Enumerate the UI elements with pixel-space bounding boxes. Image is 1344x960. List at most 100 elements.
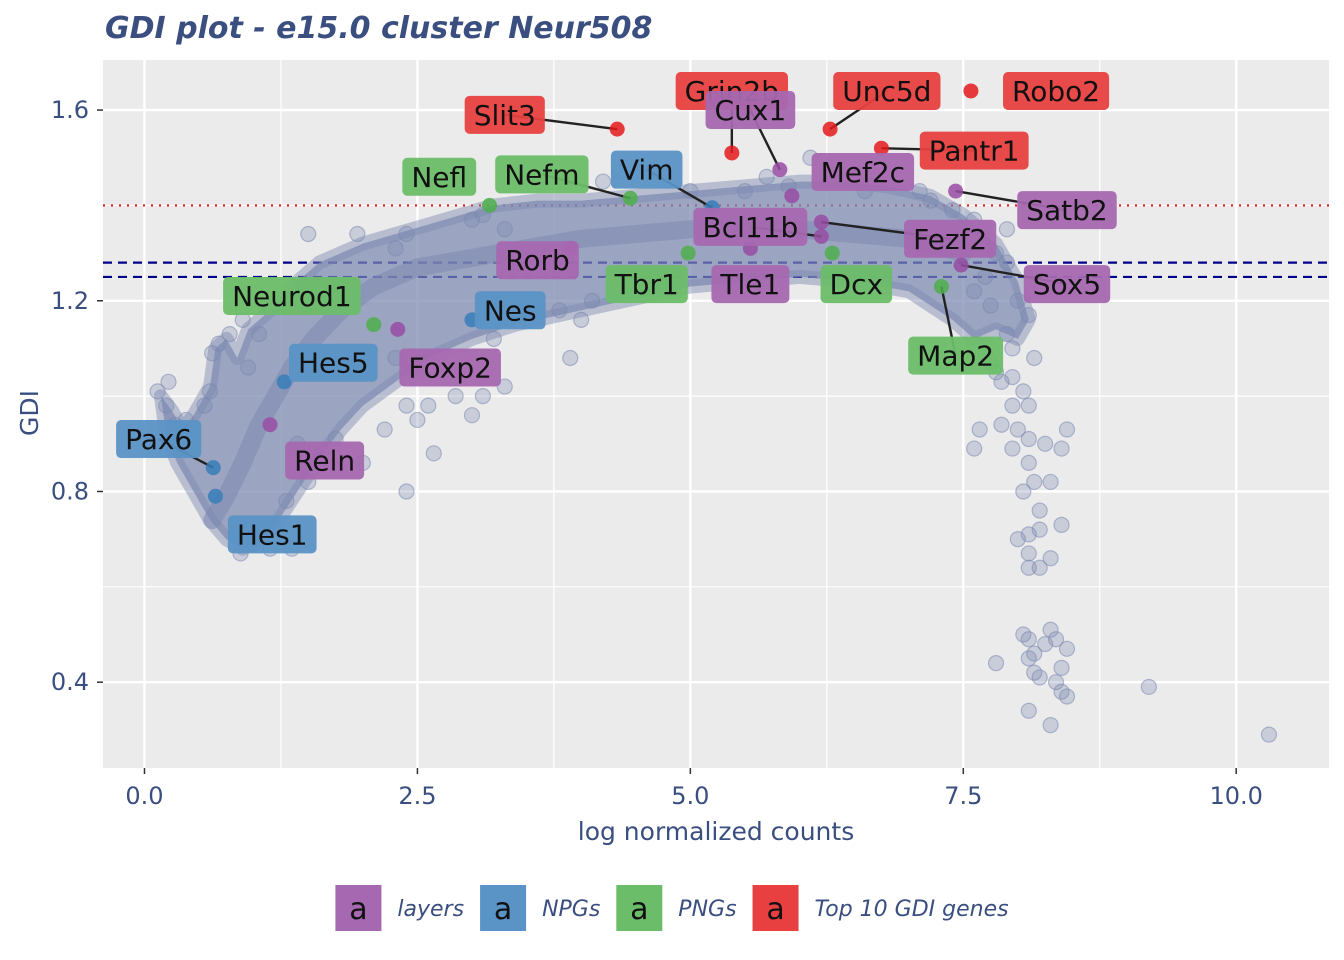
- gene-point: [1140, 678, 1157, 696]
- gene-label-hes1: Hes1: [227, 515, 317, 554]
- gene-point-fezf2: [813, 214, 829, 230]
- gene-label-vim: Vim: [610, 150, 683, 189]
- gene-point: [987, 655, 1005, 672]
- gene-point-satb2: [948, 183, 964, 199]
- legend-label: PNGs: [678, 897, 736, 922]
- gene-point: [583, 292, 601, 309]
- gene-point: [409, 411, 426, 429]
- gene-point: [474, 388, 492, 405]
- gene-point-sox5: [953, 257, 969, 273]
- gene-point: [398, 483, 415, 500]
- gene-point-unc5d: [822, 121, 838, 137]
- gene-point-pax6: [205, 460, 221, 476]
- gene-point: [1020, 454, 1037, 471]
- gene-point: [736, 183, 754, 200]
- gene-label-text: Satb2: [1026, 194, 1108, 227]
- gene-point: [998, 326, 1016, 343]
- gene-point: [966, 283, 983, 300]
- gene-label-fezf2: Fezf2: [904, 219, 997, 258]
- gene-label-box: [1003, 71, 1110, 110]
- legend-key-glyph: a: [766, 892, 784, 927]
- gene-point: [1020, 306, 1037, 324]
- gene-label-box: [711, 265, 790, 304]
- gene-label-box: [227, 515, 317, 554]
- gene-label-dcx: Dcx: [820, 265, 893, 304]
- gene-point: [1260, 726, 1278, 743]
- gene-point: [1020, 430, 1037, 448]
- legend-item-top-10-gdi-genes: a Top 10 GDI genes: [752, 885, 1009, 931]
- gene-point: [1047, 674, 1065, 691]
- gene-label-text: Mef2c: [821, 156, 905, 189]
- gene-point: [1026, 349, 1043, 367]
- gene-point: [911, 183, 928, 200]
- gene-point: [966, 440, 983, 457]
- gene-point: [944, 202, 961, 219]
- gene-point-nefm: [622, 190, 638, 206]
- gene-label-text: Sox5: [1033, 268, 1101, 301]
- gene-point: [1020, 650, 1037, 667]
- gene-label-text: Bcl11b: [702, 211, 798, 244]
- legend-label: NPGs: [542, 897, 600, 922]
- gene-label-box: [496, 241, 579, 280]
- gene-label-text: Reln: [294, 444, 355, 477]
- gene-label-box: [610, 150, 683, 189]
- gene-point: [398, 225, 415, 243]
- gene-label-box: [919, 131, 1029, 170]
- gene-label-box: [285, 441, 365, 480]
- gene-point: [982, 297, 999, 314]
- gene-label-text: Rorb: [505, 244, 570, 277]
- gene-point: [1058, 688, 1076, 705]
- y-tick-label: 1.2: [51, 287, 89, 315]
- gene-point: [387, 240, 404, 257]
- reference-lines: [103, 204, 1329, 279]
- gene-point-dcx: [824, 245, 840, 261]
- legend-label: Top 10 GDI genes: [815, 897, 1009, 922]
- legend-item-layers: a layers: [335, 885, 464, 931]
- gene-point-hes1: [207, 488, 223, 504]
- gene-label-box: [705, 91, 796, 130]
- gene-label-box: [904, 219, 997, 258]
- gene-point: [425, 445, 442, 462]
- gene-label-nefl: Nefl: [402, 157, 477, 196]
- gene-label-foxp2: Foxp2: [399, 348, 501, 387]
- gene-label-text: Unc5d: [842, 75, 931, 108]
- gene-label-text: Cux1: [715, 94, 787, 127]
- gene-point: [998, 221, 1016, 238]
- gene-point-mef2c: [784, 188, 800, 204]
- gene-label-text: Nefl: [411, 161, 467, 194]
- gene-point: [993, 416, 1010, 433]
- gene-label-box: [223, 277, 361, 315]
- gene-label-tle1: Tle1: [711, 265, 790, 304]
- x-axis-ticks: 0.0 2.5 5.0 7.5 10.0: [125, 768, 1263, 810]
- gene-label-box: [495, 155, 589, 194]
- gene-point: [1047, 631, 1065, 648]
- gene-label-box: [820, 265, 893, 304]
- gene-point: [420, 397, 437, 414]
- gene-label-pantr1: Pantr1: [919, 131, 1029, 170]
- gene-point: [496, 221, 513, 238]
- gene-label-text: Tbr1: [614, 268, 679, 301]
- gene-point: [1009, 292, 1026, 309]
- highlighted-genes: [205, 83, 979, 504]
- gene-label-text: Hes1: [237, 518, 308, 551]
- y-tick-label: 0.8: [51, 477, 89, 505]
- gene-point: [1020, 702, 1037, 719]
- legend: a layers a NPGs a PNGs a Top 10 GDI genes: [335, 885, 1009, 931]
- gene-point: [300, 225, 317, 243]
- gene-point: [485, 330, 502, 348]
- gene-label-text: Fezf2: [913, 223, 987, 256]
- gene-label-text: Tle1: [719, 268, 780, 301]
- legend-label: layers: [397, 897, 464, 922]
- gene-label-text: Vim: [620, 154, 674, 187]
- x-tick-label: 5.0: [671, 782, 709, 810]
- gene-label-box: [402, 157, 477, 196]
- gene-point: [447, 388, 464, 405]
- y-tick-label: 1.6: [51, 96, 89, 124]
- gene-label-box: [289, 343, 378, 382]
- gene-label-box: [811, 153, 915, 192]
- gene-label-map2: Map2: [908, 336, 1004, 375]
- gene-label-box: [1017, 191, 1117, 230]
- gene-point: [210, 335, 227, 352]
- gene-label-rorb: Rorb: [496, 241, 579, 280]
- legend-key-glyph: a: [349, 892, 367, 927]
